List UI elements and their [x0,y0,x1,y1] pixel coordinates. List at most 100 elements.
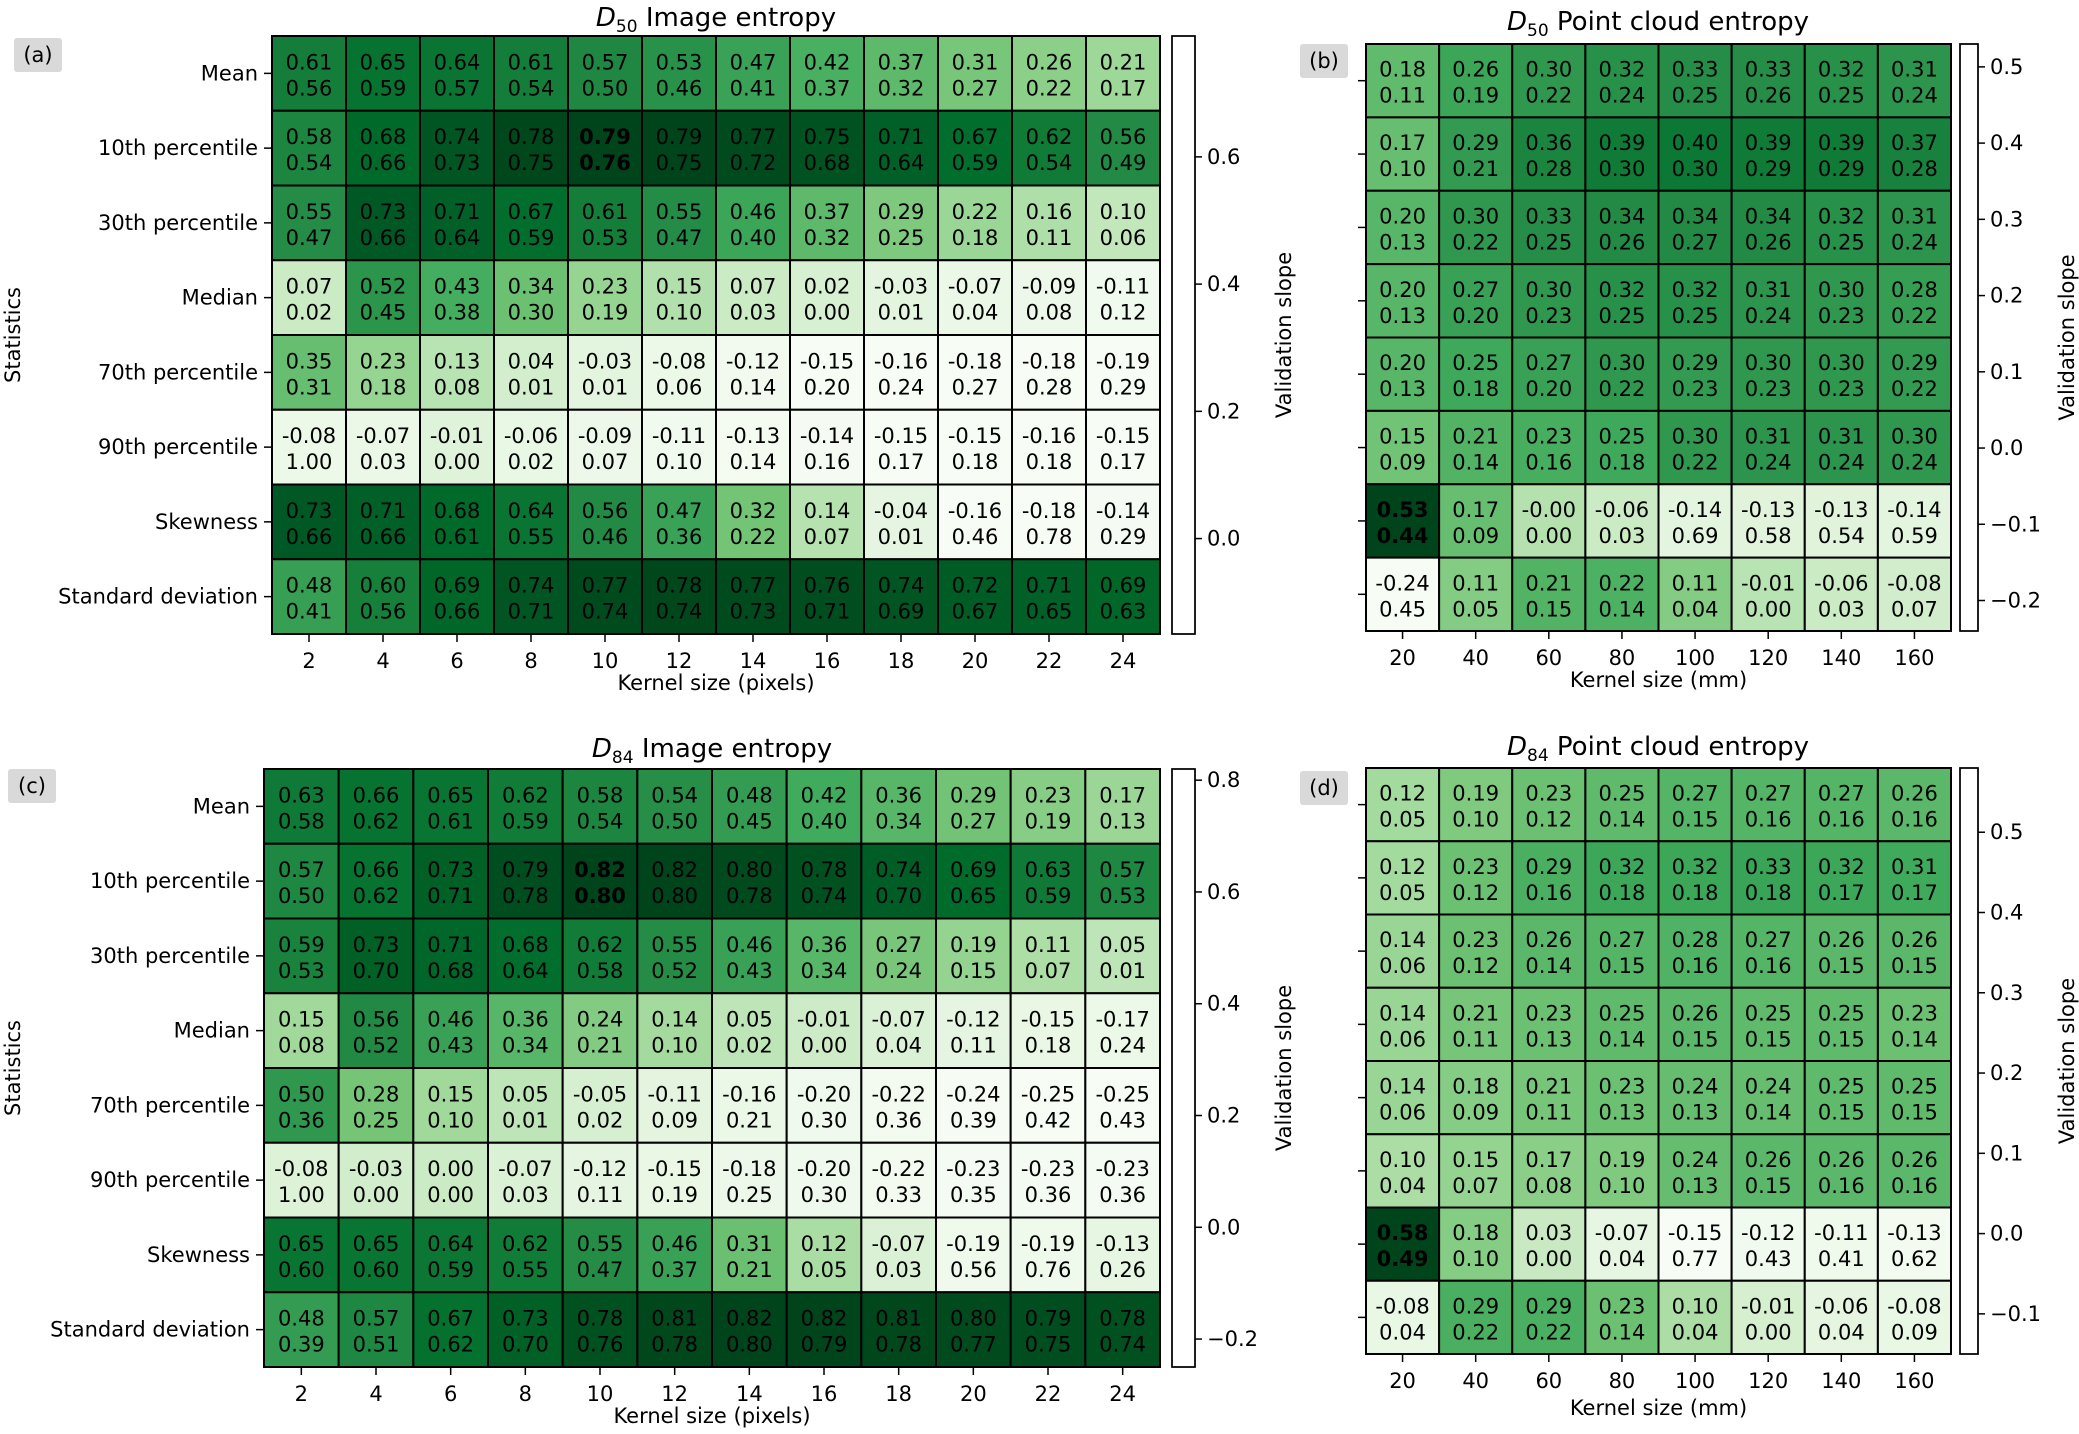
heatmap-cell [1657,1060,1733,1136]
cell-value-top: -0.03 [874,275,928,299]
cell-value-top: 0.26 [1745,1148,1792,1172]
y-tick-label: 30th percentile [98,211,258,235]
cell-value-top: 0.55 [286,200,333,224]
cell-value-bottom: 0.04 [875,1034,922,1058]
cell-value-top: 0.33 [1745,855,1792,879]
cell-value-top: 0.72 [952,574,999,598]
cell-value-top: -0.08 [282,424,336,448]
cell-value-bottom: 0.06 [1379,1027,1426,1051]
colorbar-tick-label: 0.0 [1990,436,2023,460]
cell-value-top: 0.65 [278,1232,325,1256]
cell-value-top: 0.23 [1452,928,1499,952]
cell-value-bottom: 0.36 [875,1108,922,1132]
cell-value-top: -0.15 [647,1157,701,1181]
cell-value-bottom: 0.30 [508,301,555,325]
x-tick-label: 160 [1894,646,1934,670]
heatmap-cell [487,842,564,920]
cell-value-bottom: 0.32 [804,226,851,250]
cell-value-top: 0.27 [1818,782,1865,806]
heatmap-cell [337,1216,415,1294]
colorbar-tick-label: 0.0 [1207,1215,1240,1239]
cell-value-top: 0.82 [726,1307,773,1331]
cell-value-bottom: 0.24 [1099,1034,1146,1058]
cell-value-top: 0.67 [508,200,555,224]
cell-value-bottom: 0.56 [950,1258,997,1282]
cell-value-top: -0.20 [797,1082,851,1106]
cell-value-top: 0.73 [286,499,333,523]
cell-value-top: -0.08 [1375,1294,1429,1318]
cell-value-top: 0.61 [286,50,333,74]
cell-value-bottom: 0.10 [656,450,703,474]
colorbar-tick-label: 0.2 [1207,1104,1240,1128]
cell-value-bottom: 0.24 [1599,84,1646,108]
cell-value-bottom: 0.15 [1818,1027,1865,1051]
cell-value-top: 0.82 [574,858,626,882]
cell-value-bottom: 0.74 [582,600,629,624]
x-tick-label: 100 [1675,1369,1715,1393]
cell-value-bottom: 0.80 [651,884,698,908]
cell-value-bottom: 0.00 [1745,1320,1792,1344]
cell-value-bottom: 0.70 [353,959,400,983]
cell-value-top: 0.63 [278,783,325,807]
cell-value-bottom: 0.24 [878,375,925,399]
cell-value-bottom: 1.00 [286,450,333,474]
heatmap-cell [263,842,340,920]
cell-value-top: -0.07 [356,424,410,448]
cell-value-top: -0.08 [1887,1294,1941,1318]
cell-value-top: -0.09 [1022,275,1076,299]
heatmap-cell [1730,556,1806,632]
heatmap-cell [715,259,791,336]
cell-value-top: -0.24 [946,1082,1000,1106]
cell-value-bottom: 0.36 [1025,1183,1072,1207]
cell-value-top: 0.77 [730,125,777,149]
heatmap-cell [937,184,1013,262]
cell-value-bottom: 0.73 [434,151,481,175]
panel-label: (c) [18,774,46,798]
cell-value-top: 0.31 [1818,425,1865,449]
cell-value-top: 0.32 [1672,278,1719,302]
cell-value-top: -0.12 [946,1008,1000,1032]
heatmap-panel: D84 Point cloud entropy(d) 0.120.050.190.… [1300,732,2079,1420]
cell-value-top: 0.58 [286,125,333,149]
cell-value-top: 0.46 [726,933,773,957]
cell-value-top: 0.18 [1379,58,1426,82]
cell-value-bottom: 0.45 [360,301,407,325]
cell-value-top: 0.31 [1745,425,1792,449]
cell-value-top: 0.25 [1599,782,1646,806]
heatmap-cell [263,1291,340,1368]
cell-value-bottom: 0.19 [1452,84,1499,108]
heatmap-cell [419,184,495,262]
cell-value-top: 0.79 [502,858,549,882]
cell-value-top: -0.08 [652,349,706,373]
cell-value-bottom: 0.15 [1672,808,1719,832]
heatmap-cell [271,483,347,561]
cell-value-top: 0.82 [651,858,698,882]
cell-value-top: 0.74 [878,574,925,598]
x-tick-label: 22 [1035,1382,1062,1406]
cell-value-bottom: 0.41 [286,600,333,624]
cell-value-top: -0.01 [430,424,484,448]
heatmap-cell [1365,263,1441,339]
cell-value-bottom: 0.05 [1452,597,1499,621]
cell-value-top: 0.65 [427,783,474,807]
heatmap-cell [1876,913,1952,989]
cell-value-bottom: 0.01 [508,375,555,399]
cell-value-top: -0.01 [1741,1294,1795,1318]
x-axis-label: Kernel size (pixels) [613,1404,810,1428]
cell-value-top: -0.12 [726,349,780,373]
cell-value-bottom: 0.44 [1377,524,1429,548]
cell-value-bottom: 0.26 [1599,230,1646,254]
cell-value-top: 0.26 [1525,928,1572,952]
cell-value-bottom: 0.55 [508,525,555,549]
cell-value-top: -0.13 [1741,498,1795,522]
cell-value-top: 0.24 [1672,1075,1719,1099]
cell-value-top: 0.27 [1525,351,1572,375]
cell-value-top: -0.14 [1668,498,1722,522]
cell-value-top: 0.30 [1525,58,1572,82]
cell-value-bottom: 0.69 [1672,524,1719,548]
cell-value-top: 0.23 [1452,855,1499,879]
cell-value-top: 0.10 [1672,1294,1719,1318]
cell-value-top: 0.31 [1745,278,1792,302]
colorbar-tick-label: 0.4 [1207,992,1240,1016]
